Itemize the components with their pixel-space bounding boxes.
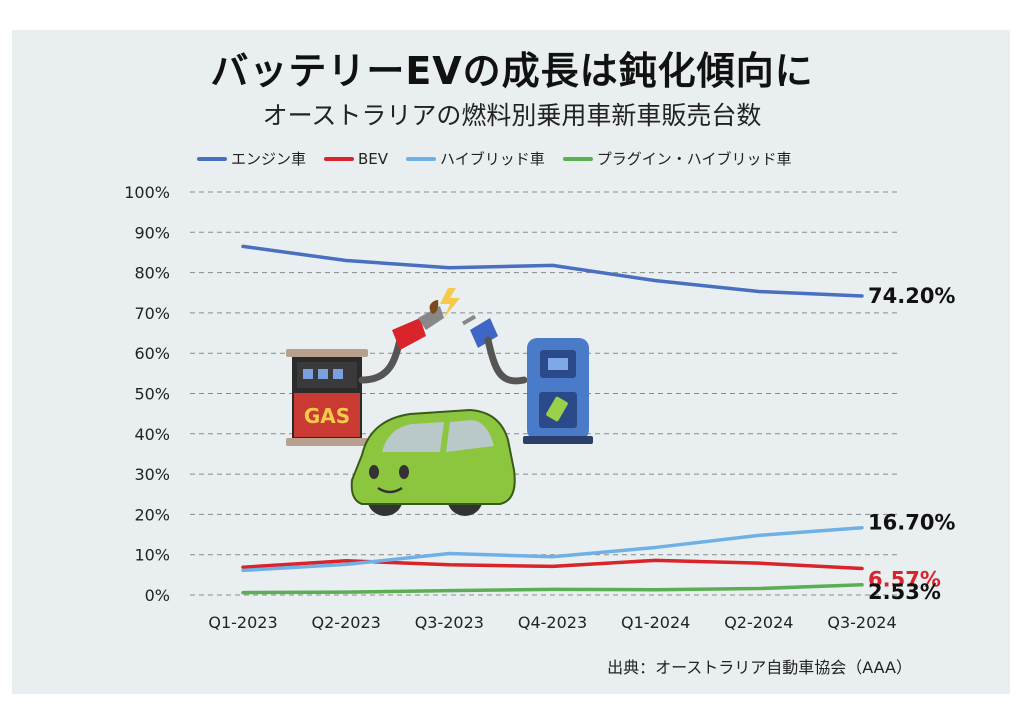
y-tick-label: 30% xyxy=(134,465,170,484)
legend-swatch xyxy=(562,156,593,161)
end-labels: 74.20% 6.57% 16.70% 2.53% xyxy=(868,284,955,604)
y-tick-label: 90% xyxy=(134,223,170,242)
ev-charger-icon xyxy=(461,314,593,444)
legend-item: プラグイン・ハイブリッド車 xyxy=(562,148,792,169)
y-tick-label: 20% xyxy=(134,505,170,524)
end-value-label: 16.70% xyxy=(868,511,955,535)
source-note: 出典：オーストラリア自動車協会（AAA） xyxy=(607,658,912,677)
legend-swatch xyxy=(406,156,437,161)
y-tick-label: 10% xyxy=(134,546,170,565)
legend-label: ハイブリッド車 xyxy=(440,150,545,168)
end-value-label: 6.57% xyxy=(868,568,941,592)
chart-title: バッテリーEVの成長は鈍化傾向に xyxy=(210,49,814,93)
series-line xyxy=(241,583,864,595)
gas-pump-icon: GAS xyxy=(286,300,444,446)
y-tick-label: 80% xyxy=(134,264,170,283)
series-line xyxy=(241,244,864,298)
x-tick-label: Q1-2024 xyxy=(621,613,690,632)
car-icon xyxy=(350,408,516,516)
x-tick-label: Q1-2023 xyxy=(208,613,277,632)
series-lines xyxy=(241,244,864,595)
y-tick-label: 100% xyxy=(124,183,170,202)
y-tick-label: 0% xyxy=(145,586,170,605)
legend-item: BEV xyxy=(324,150,388,168)
y-axis: 0% 10% 20% 30% 40% 50% 60% 70% 80% 90% 100% xyxy=(124,183,170,605)
legend-swatch xyxy=(324,156,355,161)
y-tick-label: 50% xyxy=(134,385,170,404)
x-tick-label: Q3-2023 xyxy=(415,613,484,632)
x-tick-label: Q4-2023 xyxy=(518,613,587,632)
legend-swatch xyxy=(197,156,227,161)
x-tick-label: Q2-2023 xyxy=(312,613,381,632)
illustration: GAS xyxy=(286,288,593,516)
gas-label: GAS xyxy=(304,404,350,428)
x-axis: Q1-2023 Q2-2023 Q3-2023 Q4-2023 Q1-2024 Q2-20… xyxy=(208,613,896,632)
y-tick-label: 40% xyxy=(134,425,170,444)
legend: エンジン車 BEV ハイブリッド車 プラグイン・ハイブリッド車 xyxy=(197,148,791,169)
chart-panel xyxy=(12,30,1010,694)
x-tick-label: Q3-2024 xyxy=(827,613,896,632)
legend-label: エンジン車 xyxy=(231,150,307,168)
end-value-label: 74.20% xyxy=(868,284,955,308)
legend-label: プラグイン・ハイブリッド車 xyxy=(596,150,792,168)
y-tick-label: 60% xyxy=(134,344,170,363)
legend-label: BEV xyxy=(358,149,389,168)
chart-subtitle: オーストラリアの燃料別乗用車新車販売台数 xyxy=(262,101,762,130)
legend-item: エンジン車 xyxy=(197,148,306,169)
end-value-label: 2.53% xyxy=(868,580,941,604)
legend-item: ハイブリッド車 xyxy=(406,148,545,169)
lightning-icon xyxy=(440,288,460,318)
y-tick-label: 70% xyxy=(134,304,170,323)
x-tick-label: Q2-2024 xyxy=(724,613,793,632)
